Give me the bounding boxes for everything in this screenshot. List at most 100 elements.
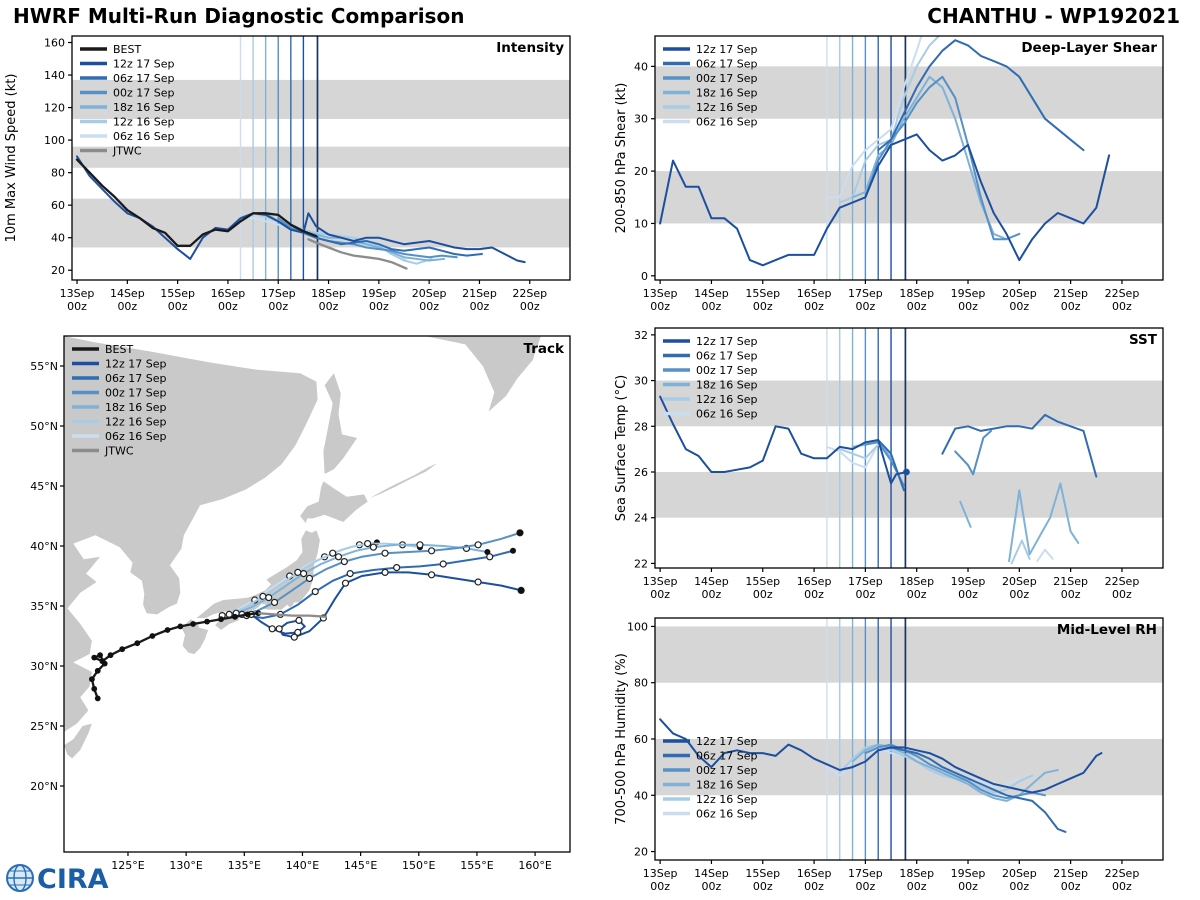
panel-title: Track [524,341,565,357]
shaded-band [655,472,1163,518]
series-line [75,158,318,247]
x-tick-label: 13Sep [60,287,95,300]
x-tick-label: 17Sep [261,287,296,300]
x-tick-label: 00z [907,300,927,313]
y-tick-label: 50°N [30,420,58,433]
x-tick-label: 18Sep [899,287,934,300]
y-tick-label: 30 [634,375,648,388]
series-line [825,445,877,469]
x-tick-label: 13Sep [643,575,678,588]
x-tick-label: 00z [650,588,670,601]
y-tick-label: 45°N [30,480,58,493]
x-tick-label: 00z [1112,588,1132,601]
x-tick-label: 135°E [228,859,261,872]
panel-title: Mid-Level RH [1057,622,1157,638]
legend-label: 06z 17 Sep [105,372,167,385]
forecast-position-circle [295,616,303,624]
y-tick-label: 20 [634,165,648,178]
x-tick-label: 22Sep [1105,575,1140,588]
series-line [877,746,1067,833]
x-tick-label: 15Sep [745,287,780,300]
landmass [181,619,209,654]
x-tick-label: 00z [804,300,824,313]
shear-panel: 01020304013Sep00z14Sep00z15Sep00z16Sep00… [614,35,1164,313]
cira-logo: CIRA [6,864,109,895]
best-fix-dot [94,695,101,702]
x-tick-label: 160°E [518,859,551,872]
x-tick-label: 17Sep [848,575,883,588]
x-tick-label: 20Sep [412,287,447,300]
x-tick-label: 18Sep [899,867,934,880]
x-tick-label: 00z [907,880,927,893]
series-line [851,75,1008,241]
shaded-band [655,171,1163,224]
legend-label: 12z 16 Sep [696,393,758,406]
y-tick-label: 28 [634,420,648,433]
x-tick-label: 00z [319,300,339,313]
forecast-position-circle [427,571,436,579]
best-fix-dot [91,685,98,692]
track-end-dot [510,547,517,554]
x-tick-label: 00z [268,300,288,313]
series-line [1010,539,1031,565]
x-tick-label: 19Sep [951,575,986,588]
x-tick-label: 00z [117,300,137,313]
track-line [241,531,521,616]
track-end-dot [516,529,523,536]
storm-title: CHANTHU - WP192021 [927,4,1180,28]
legend-label: 18z 16 Sep [113,101,175,114]
y-tick-label: 20°N [30,780,58,793]
legend-label: 12z 17 Sep [696,43,758,56]
y-tick-label: 0 [641,270,648,283]
shaded-band [72,146,570,168]
series-line [877,39,1085,152]
x-tick-label: 130°E [169,859,202,872]
y-tick-label: 24 [634,512,648,525]
y-tick-label: 60 [634,733,648,746]
legend-label: 06z 17 Sep [696,350,758,363]
intensity-panel: 2040608010012014016013Sep00z14Sep00z15Se… [4,35,571,313]
x-tick-label: 16Sep [797,287,832,300]
legend-label: 12z 17 Sep [113,58,175,71]
x-tick-label: 00z [753,300,773,313]
x-tick-label: 17Sep [848,867,883,880]
x-tick-label: 00z [702,300,722,313]
forecast-position-circle [369,543,378,551]
track-line [258,612,327,618]
series-line [1008,482,1080,563]
legend-label: 12z 17 Sep [696,335,758,348]
forecast-position-circle [311,588,319,596]
forecast-position-circle [294,568,302,576]
panel-title: Intensity [496,40,564,56]
x-tick-label: 00z [855,880,875,893]
y-tick-label: 22 [634,557,648,570]
legend-label: 06z 17 Sep [696,58,758,71]
forecast-position-circle [265,594,273,602]
best-fix-dot [232,613,238,620]
shaded-band [655,626,1163,683]
legend-label: 06z 17 Sep [113,72,175,85]
legend-label: 12z 16 Sep [696,101,758,114]
y-tick-label: 60 [51,199,65,212]
series-line [877,439,905,492]
landmass [196,530,320,618]
x-tick-label: 140°E [286,859,319,872]
x-tick-label: 00z [804,880,824,893]
sst-panel: 22242628303213Sep00z14Sep00z15Sep00z16Se… [614,327,1164,601]
forecast-position-circle [275,625,283,633]
x-tick-label: 00z [1112,880,1132,893]
legend-label: 12z 17 Sep [105,358,167,371]
forecast-position-circle [340,558,348,566]
x-tick-label: 19Sep [951,287,986,300]
series-line [659,133,1111,267]
y-tick-label: 40°N [30,540,58,553]
landmass [323,373,358,474]
rh-panel: 2040608010013Sep00z14Sep00z15Sep00z16Sep… [614,617,1164,893]
forecast-position-circle [486,553,494,561]
y-tick-label: 20 [634,846,648,859]
x-tick-label: 13Sep [643,287,678,300]
